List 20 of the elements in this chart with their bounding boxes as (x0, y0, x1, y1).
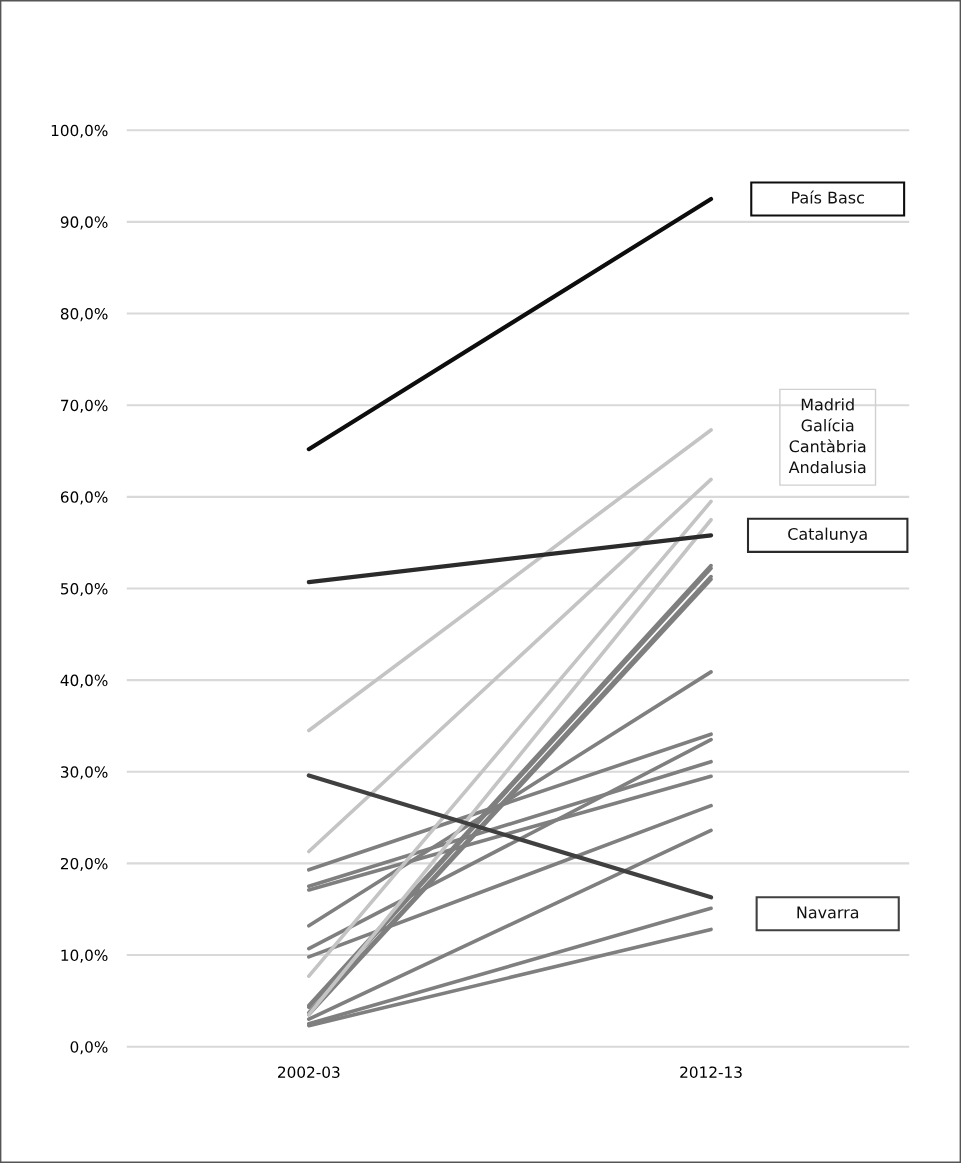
x-tick-label: 2002-03 (278, 1066, 340, 1078)
y-tick-label: 20,0% (60, 857, 108, 871)
y-tick-label: 50,0% (61, 582, 108, 597)
text: Madrid (801, 398, 854, 411)
y-tick-label: 0,0% (70, 1041, 108, 1055)
y-tick-label: 10,0% (61, 949, 108, 963)
y-tick-label: 90,0% (60, 216, 108, 230)
x-tick-label: 2012-13 (680, 1066, 742, 1078)
y-tick-label: 30,0% (61, 766, 108, 780)
y-tick-label: 40,0% (60, 674, 108, 688)
y-tick-label: 100,0% (51, 124, 108, 138)
text: Navarra (797, 906, 859, 919)
text: Catalunya (788, 527, 867, 544)
y-tick-label: 70,0% (61, 399, 108, 413)
text: Galícia (801, 418, 854, 432)
text: Andalusia (788, 460, 866, 474)
text: Cantàbria (789, 439, 866, 453)
y-tick-label: 80,0% (60, 308, 108, 322)
y-tick-label: 60,0% (60, 491, 108, 505)
text: País Basc (792, 190, 864, 204)
